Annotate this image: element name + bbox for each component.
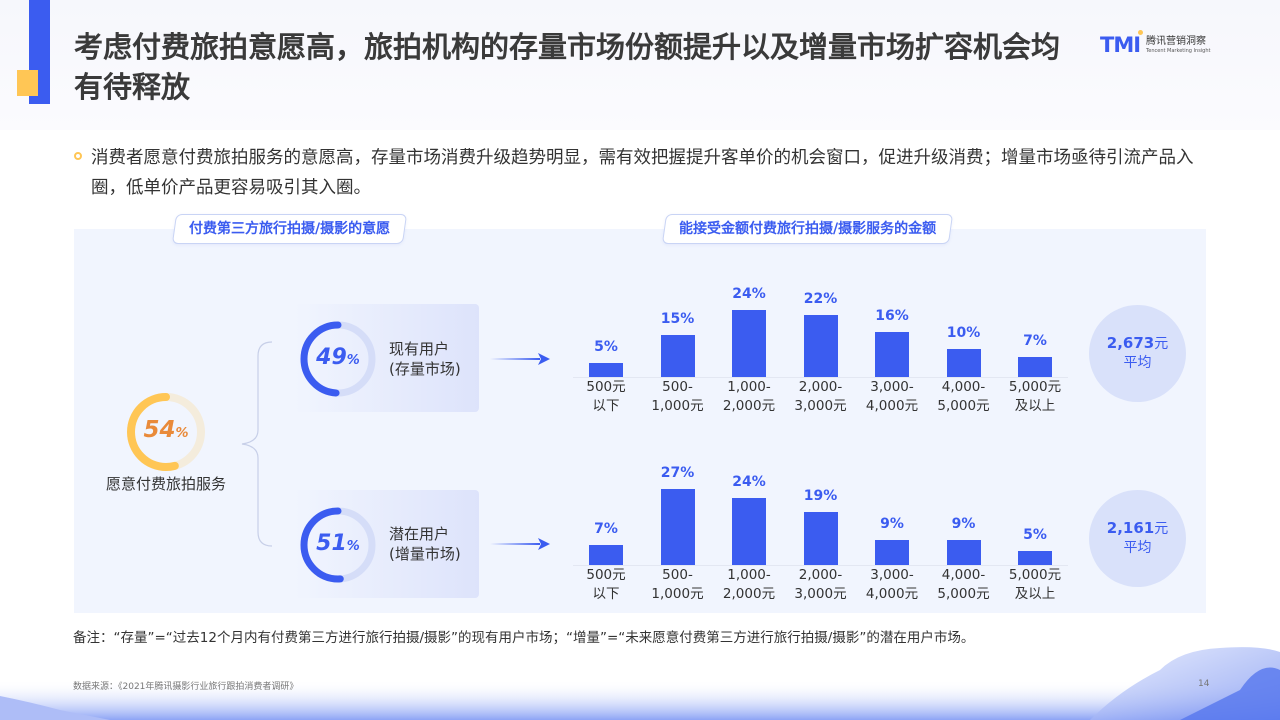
bar-value-label: 22% (803, 291, 838, 308)
logo-cn-text: 腾讯营销洞察 (1146, 35, 1207, 47)
bar-value-label: 5% (1023, 527, 1047, 543)
segment-label-potential: 潜在用户 (增量市场) (389, 525, 461, 563)
segment-percent-existing: 49% (316, 345, 360, 370)
bar-column: 27% 500- 1,000元 (645, 455, 711, 602)
bar-column: 16% 3,000- 4,000元 (859, 280, 925, 414)
segment-donut-potential-icon (300, 507, 376, 583)
bar-column: 9% 3,000- 4,000元 (859, 455, 925, 602)
chart-baseline (573, 377, 1068, 378)
bar-column: 22% 2,000- 3,000元 (788, 280, 854, 414)
bracket-connector-icon (241, 341, 273, 547)
page-number: 14 (1198, 679, 1210, 689)
bar-chart-potential: 7% 500元 以下 27% 500- 1,000元 24% 1,000- 2,000元 19% 2… (573, 455, 1068, 610)
average-badge-existing: 2,673元 平均 (1089, 305, 1186, 402)
logo-mark-text: TMI (1100, 33, 1141, 57)
bar (1018, 551, 1052, 565)
bar-value-label: 7% (594, 521, 618, 538)
bar (732, 309, 766, 377)
bar-column: 9% 4,000- 5,000元 (931, 455, 997, 602)
bar-chart-existing: 5% 500元 以下 15% 500- 1,000元 24% 1,000- 2,000元 22% 2… (573, 280, 1068, 420)
bar-category-label: 2,000- 3,000元 (794, 379, 847, 414)
segment-donut-potential: 51% (299, 506, 377, 584)
bar-value-label: 7% (1023, 333, 1047, 350)
bar-column: 15% 500- 1,000元 (645, 280, 711, 414)
bar (660, 335, 695, 377)
bar (660, 489, 695, 565)
bar (803, 315, 838, 377)
tag-willingness: 付费第三方旅行拍摄/摄影的意愿 (171, 214, 408, 244)
bar-category-label: 500- 1,000元 (651, 379, 704, 414)
bar-category-label: 3,000- 4,000元 (865, 379, 919, 414)
title-accent-square (17, 70, 38, 96)
page-title: 考虑付费旅拍意愿高，旅拍机构的存量市场份额提升以及增量市场扩容机会均有待释放 (74, 30, 1061, 104)
tag-acceptable-amount: 能接受金额付费旅行拍摄/摄影服务的金额 (661, 214, 954, 244)
bullet-ring-icon (74, 152, 82, 160)
bar-value-label: 15% (660, 311, 695, 327)
tag-amount-label: 能接受金额付费旅行拍摄/摄影服务的金额 (679, 221, 937, 237)
bar-value-label: 9% (951, 515, 976, 532)
bar-category-label: 500- 1,000元 (651, 567, 704, 602)
segment-label-existing: 现有用户 (存量市场) (389, 340, 461, 378)
bar-value-label: 24% (732, 473, 766, 490)
bar (946, 539, 981, 565)
bar (1018, 357, 1052, 377)
brand-logo: TMI 腾讯营销洞察 Tencent Marketing Insight (1100, 30, 1211, 57)
footnote: 备注：“存量”=“过去12个月内有付费第三方进行旅行拍摄/摄影”的现有用户市场；… (73, 630, 975, 646)
root-label: 愿意付费旅拍服务 (105, 475, 226, 493)
bar-value-label: 10% (946, 325, 981, 341)
bar-column: 19% 2,000- 3,000元 (788, 455, 854, 602)
summary-text: 消费者愿意付费旅拍服务的意愿高，存量市场消费升级趋势明显，需有效把握提升客单价的… (91, 148, 1194, 198)
chart-baseline (573, 565, 1068, 566)
bar-category-label: 4,000- 5,000元 (937, 567, 990, 602)
segment-donut-existing: 49% (299, 320, 377, 398)
bar (803, 511, 838, 565)
arrow-right-icon (490, 353, 550, 365)
bar-category-label: 500元 以下 (586, 379, 626, 414)
bar-column: 24% 1,000- 2,000元 (716, 280, 782, 414)
bar-category-label: 1,000- 2,000元 (722, 379, 776, 414)
footer-mountain-decoration (0, 647, 1280, 720)
bar-column: 24% 1,000- 2,000元 (716, 455, 782, 602)
data-source: 数据来源：《2021年腾讯摄影行业旅行跟拍消费者调研》 (73, 682, 299, 692)
bar-value-label: 24% (732, 285, 766, 302)
bar-category-label: 3,000- 4,000元 (865, 567, 919, 602)
bar-value-label: 16% (875, 308, 909, 325)
bar (946, 349, 981, 377)
chart-panel (74, 229, 1206, 613)
bar-column: 5% 500元 以下 (573, 280, 639, 414)
segment-donut-existing-icon (300, 321, 376, 397)
bar-value-label: 19% (803, 487, 838, 504)
logo-en-text: Tencent Marketing Insight (1146, 47, 1211, 54)
bar-category-label: 2,000- 3,000元 (794, 567, 847, 602)
bar (732, 497, 766, 565)
arrow-right-icon (490, 538, 550, 550)
bar-category-label: 5,000元 及以上 (1008, 567, 1062, 602)
root-donut-icon (127, 393, 205, 471)
root-percent: 54% (143, 417, 189, 443)
bar-value-label: 5% (594, 339, 618, 355)
bar-column: 10% 4,000- 5,000元 (931, 280, 997, 414)
bar-column: 7% 5,000元 及以上 (1002, 280, 1068, 414)
logo-dot-icon (1138, 30, 1144, 35)
bar (875, 332, 909, 377)
bar (589, 545, 623, 565)
bar-value-label: 9% (880, 515, 904, 532)
bar-category-label: 500元 以下 (586, 567, 626, 602)
bar-category-label: 5,000元 及以上 (1008, 379, 1062, 414)
tag-willingness-label: 付费第三方旅行拍摄/摄影的意愿 (189, 221, 391, 237)
segment-percent-potential: 51% (316, 531, 360, 556)
bar-category-label: 1,000- 2,000元 (722, 567, 776, 602)
bar-column: 5% 5,000元 及以上 (1002, 455, 1068, 602)
bar-column: 7% 500元 以下 (573, 455, 639, 602)
logo-mark: TMI (1100, 30, 1144, 57)
header-background (0, 0, 1280, 130)
average-badge-potential: 2,161元 平均 (1089, 490, 1186, 587)
bar-category-label: 4,000- 5,000元 (937, 379, 990, 414)
bar (875, 539, 909, 565)
root-donut: 54% (126, 392, 206, 472)
bar (589, 363, 623, 377)
bar-value-label: 27% (660, 465, 695, 482)
